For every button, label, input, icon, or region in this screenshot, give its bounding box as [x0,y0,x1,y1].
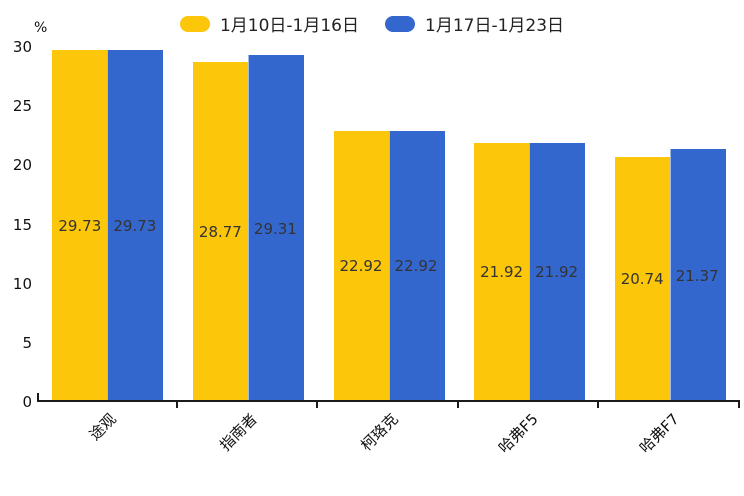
legend-swatch-week1-icon [179,15,210,32]
x-axis-category-label: 柯珞克 [356,410,402,455]
y-axis-tick-label: 25 [12,97,32,116]
bar-value-label: 21.92 [480,263,524,282]
bar [52,50,108,402]
legend-item-week1[interactable]: 1月10日-1月16日 [179,11,359,36]
legend-swatch-week2-icon [385,15,415,32]
y-axis-tick-label: 0 [22,393,32,411]
plot-area: 29.73 29.73 途观 28.77 29.31 指南者 22.92 22.92 柯珞克 21… [37,47,740,457]
bar-value-label: 20.74 [620,270,664,289]
x-axis-category-label: 途观 [86,410,121,444]
y-axis-unit-label: % [34,20,48,36]
bar-value-label: 21.37 [675,266,719,285]
bar [388,130,445,402]
x-axis-tick [316,402,319,408]
bar [529,142,586,402]
bar-value-label: 28.77 [198,222,242,241]
bar [247,55,304,402]
bar-value-label: 29.73 [113,217,157,236]
legend-item-week2[interactable]: 1月17日-1月23日 [385,11,564,36]
y-axis-tick-label: 15 [12,215,32,234]
x-axis-tick [597,402,600,408]
x-axis-tick [738,402,740,408]
y-axis-tick-label: 5 [22,333,32,352]
y-axis-tick-label: 20 [12,156,32,175]
bar [333,130,389,402]
x-axis-line [37,400,740,402]
bar [107,50,164,402]
x-axis-category-label: 哈弗F5 [495,410,542,457]
x-axis-tick [456,402,459,408]
bar-value-label: 22.92 [394,257,438,276]
bar [474,142,530,402]
y-axis-stub [37,393,39,402]
legend-label-week2: 1月17日-1月23日 [425,16,565,36]
bar-value-label: 21.92 [535,263,579,282]
bar [614,156,670,402]
x-axis-category-label: 指南者 [216,410,261,455]
y-axis-tick-label: 10 [12,274,32,293]
bar-value-label: 22.92 [339,257,383,276]
legend: 1月10日-1月16日 1月17日-1月23日 [0,11,744,36]
y-axis-tick-label: 30 [12,38,32,56]
bar [669,149,726,402]
bar-value-label: 29.31 [253,219,297,238]
x-axis-category-label: 哈弗F7 [635,410,683,457]
bar [192,61,248,402]
legend-label-week1: 1月10日-1月16日 [219,16,359,36]
bar-value-label: 29.73 [58,217,102,236]
x-axis-tick [175,402,178,408]
